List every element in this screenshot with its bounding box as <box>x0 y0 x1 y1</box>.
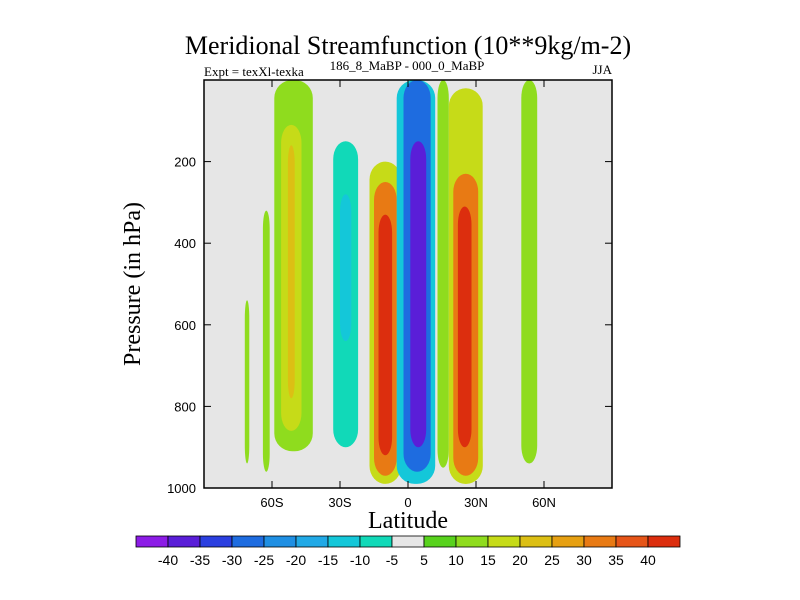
y-tick-label: 400 <box>174 236 196 251</box>
colorbar-swatch <box>199 535 233 548</box>
x-tick-label: 60S <box>260 495 283 510</box>
colorbar-swatch <box>231 535 265 548</box>
colorbar-label: 5 <box>420 552 428 568</box>
cell-30s-inner <box>340 194 352 342</box>
colorbar-swatch <box>551 535 585 548</box>
colorbar-swatch <box>327 535 361 548</box>
colorbar-label: 30 <box>576 552 592 568</box>
y-tick-label: 800 <box>174 399 196 414</box>
y-axis-label: Pressure (in hPa) <box>120 202 146 366</box>
x-axis-label: Latitude <box>368 508 448 534</box>
colorbar-label: 40 <box>640 552 656 568</box>
colorbar-label: 20 <box>512 552 528 568</box>
colorbar-swatch <box>423 535 457 548</box>
colorbar-swatch <box>135 535 169 548</box>
season-label: JJA <box>592 62 612 77</box>
colorbar-label: -15 <box>318 552 338 568</box>
colorbar-swatch <box>615 535 649 548</box>
cell-eq-inner <box>410 141 427 448</box>
colorbar-swatch <box>391 535 425 548</box>
colorbar-label: -40 <box>158 552 178 568</box>
x-axis: 60S 30S 0 30N 60N <box>260 80 556 510</box>
cell-20n <box>437 80 449 468</box>
colorbar-label: -10 <box>350 552 370 568</box>
colorbar-label: -35 <box>190 552 210 568</box>
colorbar-swatch <box>167 535 201 548</box>
colorbar-label: -5 <box>386 552 399 568</box>
x-tick-label: 60N <box>532 495 556 510</box>
x-tick-label: 0 <box>404 495 411 510</box>
colorbar-label: -30 <box>222 552 242 568</box>
band-60s-edge <box>244 300 250 464</box>
colorbar-label: 15 <box>480 552 496 568</box>
band-50n <box>521 80 538 464</box>
y-tick-label: 600 <box>174 318 196 333</box>
band-60s-outer <box>262 210 270 472</box>
experiment-label: Expt = texXl-texka <box>204 64 304 79</box>
difference-label: 186_8_MaBP - 000_0_MaBP <box>330 58 485 73</box>
colorbar-swatch <box>647 535 681 548</box>
band-45s-inner <box>287 145 295 399</box>
y-tick-label: 1000 <box>167 481 196 496</box>
y-tick-label: 200 <box>174 155 196 170</box>
colorbar-swatch <box>263 535 297 548</box>
colorbar-swatch <box>295 535 329 548</box>
colorbar-swatch <box>455 535 489 548</box>
cell-40n <box>482 80 499 464</box>
colorbar-swatch <box>359 535 393 548</box>
colorbar: -40 -35 -30 -25 -20 -15 -10 -5 5 10 15 20 25 30 35 40 <box>135 535 681 568</box>
plot-area <box>203 79 613 489</box>
y-axis: 200 400 600 800 1000 <box>167 155 612 496</box>
colorbar-swatch <box>583 535 617 548</box>
x-tick-label: 30N <box>464 495 488 510</box>
cell-15s-inner <box>378 214 393 456</box>
band-70n <box>559 173 576 464</box>
cell-25n-inner <box>457 206 472 448</box>
colorbar-swatch <box>487 535 521 548</box>
colorbar-label: -20 <box>286 552 306 568</box>
colorbar-label: 10 <box>448 552 464 568</box>
colorbar-label: 25 <box>544 552 560 568</box>
chart-title: Meridional Streamfunction (10**9kg/m-2) <box>185 31 631 60</box>
colorbar-label: 35 <box>608 552 624 568</box>
x-tick-label: 30S <box>328 495 351 510</box>
colorbar-swatch <box>519 535 553 548</box>
colorbar-label: -25 <box>254 552 274 568</box>
